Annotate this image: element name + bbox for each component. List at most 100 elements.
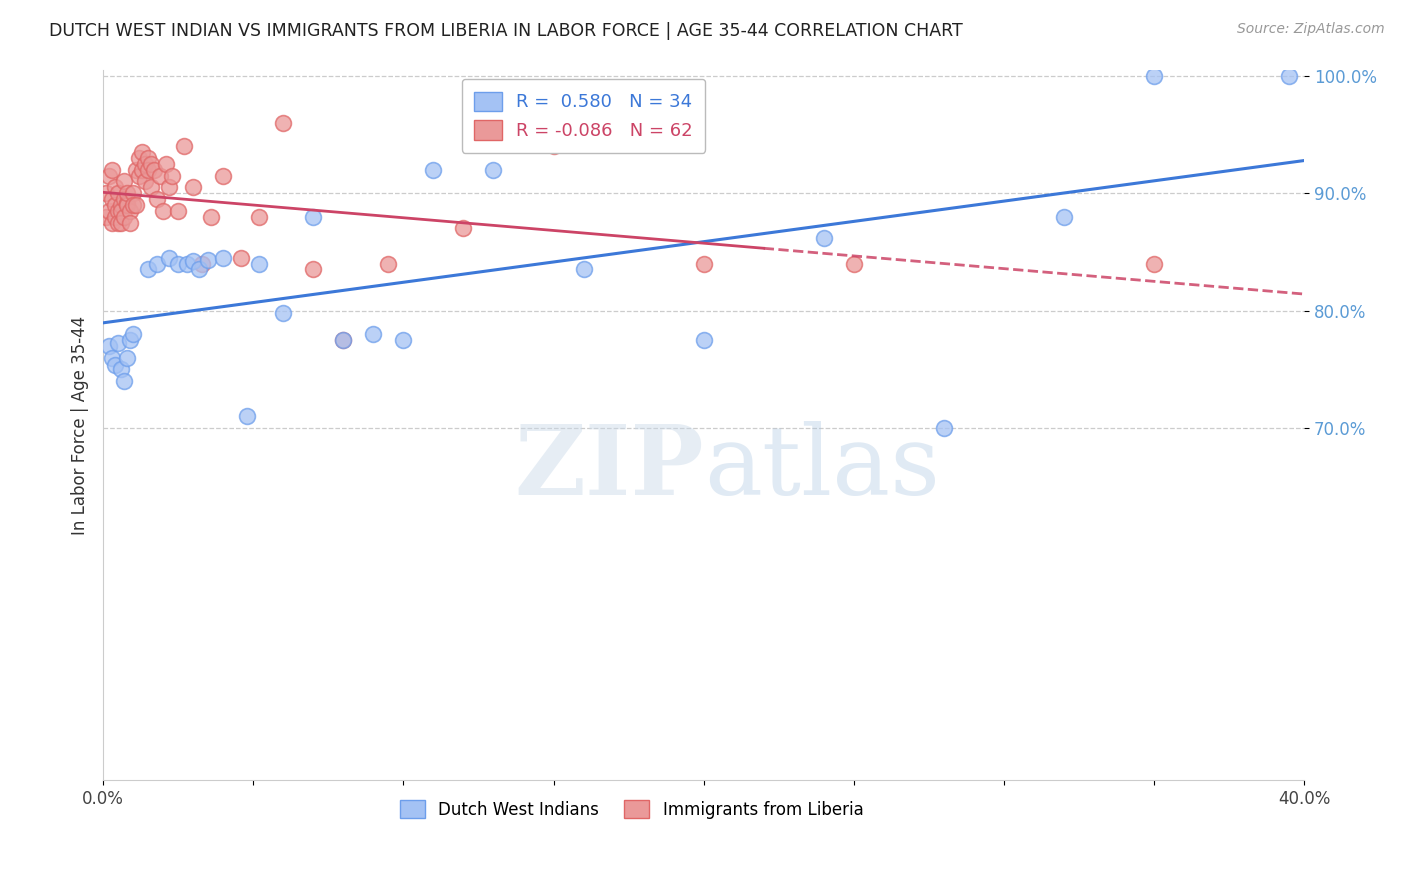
Point	[98, 169, 121, 183]
Point	[377, 257, 399, 271]
Legend: Dutch West Indians, Immigrants from Liberia: Dutch West Indians, Immigrants from Libe…	[394, 793, 870, 825]
Point	[94, 210, 117, 224]
Point	[1053, 210, 1076, 224]
Point	[157, 180, 180, 194]
Point	[247, 210, 270, 224]
Point	[120, 215, 142, 229]
Point	[112, 374, 135, 388]
Point	[134, 157, 156, 171]
Point	[141, 157, 163, 171]
Y-axis label: In Labor Force | Age 35-44: In Labor Force | Age 35-44	[72, 316, 89, 534]
Point	[120, 203, 142, 218]
Point	[212, 169, 235, 183]
Point	[115, 351, 138, 365]
Point	[122, 198, 145, 212]
Point	[115, 195, 138, 210]
Point	[842, 257, 865, 271]
Point	[191, 257, 214, 271]
Point	[120, 333, 142, 347]
Point	[107, 215, 129, 229]
Point	[167, 203, 190, 218]
Point	[136, 162, 159, 177]
Point	[107, 203, 129, 218]
Point	[125, 162, 148, 177]
Point	[136, 151, 159, 165]
Point	[1278, 69, 1301, 83]
Point	[813, 231, 835, 245]
Point	[110, 198, 132, 212]
Point	[932, 421, 955, 435]
Point	[131, 145, 153, 159]
Point	[332, 333, 354, 347]
Point	[131, 162, 153, 177]
Point	[271, 306, 294, 320]
Point	[392, 333, 415, 347]
Point	[115, 186, 138, 201]
Point	[104, 210, 127, 224]
Point	[543, 139, 565, 153]
Point	[152, 203, 174, 218]
Point	[101, 192, 124, 206]
Point	[332, 333, 354, 347]
Point	[110, 215, 132, 229]
Point	[98, 339, 121, 353]
Point	[692, 257, 714, 271]
Point	[146, 192, 169, 206]
Point	[363, 327, 385, 342]
Point	[188, 262, 211, 277]
Point	[247, 257, 270, 271]
Text: ZIP: ZIP	[515, 421, 703, 515]
Point	[236, 409, 259, 424]
Point	[104, 198, 127, 212]
Point	[167, 257, 190, 271]
Point	[112, 210, 135, 224]
Point	[173, 139, 195, 153]
Point	[422, 162, 444, 177]
Point	[1143, 69, 1166, 83]
Point	[453, 221, 475, 235]
Text: DUTCH WEST INDIAN VS IMMIGRANTS FROM LIBERIA IN LABOR FORCE | AGE 35-44 CORRELAT: DUTCH WEST INDIAN VS IMMIGRANTS FROM LIB…	[49, 22, 963, 40]
Point	[149, 169, 172, 183]
Point	[302, 210, 325, 224]
Point	[143, 162, 166, 177]
Text: atlas: atlas	[703, 421, 939, 515]
Point	[181, 254, 204, 268]
Point	[101, 351, 124, 365]
Point	[157, 251, 180, 265]
Point	[104, 180, 127, 194]
Point	[181, 180, 204, 194]
Point	[110, 362, 132, 376]
Point	[115, 198, 138, 212]
Point	[110, 203, 132, 218]
Point	[231, 251, 253, 265]
Point	[122, 186, 145, 201]
Point	[107, 186, 129, 201]
Point	[98, 203, 121, 218]
Point	[107, 336, 129, 351]
Point	[101, 162, 124, 177]
Point	[176, 257, 198, 271]
Point	[482, 162, 505, 177]
Point	[125, 198, 148, 212]
Point	[112, 192, 135, 206]
Point	[101, 215, 124, 229]
Point	[136, 262, 159, 277]
Point	[212, 251, 235, 265]
Text: Source: ZipAtlas.com: Source: ZipAtlas.com	[1237, 22, 1385, 37]
Point	[302, 262, 325, 277]
Point	[141, 180, 163, 194]
Point	[160, 169, 183, 183]
Point	[572, 262, 595, 277]
Point	[155, 157, 177, 171]
Point	[1143, 257, 1166, 271]
Point	[197, 253, 219, 268]
Point	[128, 169, 150, 183]
Point	[692, 333, 714, 347]
Point	[128, 151, 150, 165]
Point	[122, 327, 145, 342]
Point	[134, 174, 156, 188]
Point	[146, 257, 169, 271]
Point	[104, 358, 127, 372]
Point	[94, 186, 117, 201]
Point	[271, 116, 294, 130]
